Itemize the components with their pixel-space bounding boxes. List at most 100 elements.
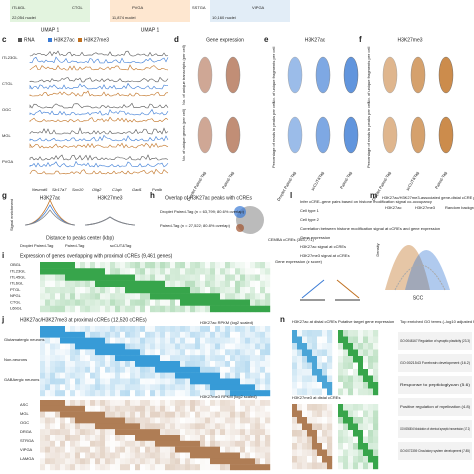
heatmap-cell [135, 390, 141, 397]
heatmap-cell [348, 356, 354, 363]
heatmap-cell [225, 287, 231, 294]
heatmap-cell [175, 378, 181, 385]
heatmap-cell [120, 405, 126, 412]
heatmap-cell [40, 372, 46, 379]
heatmap-cell [250, 384, 256, 391]
heatmap-cell [110, 400, 116, 407]
heatmap-cell [85, 440, 91, 447]
heatmap-cell [105, 390, 111, 397]
heatmap-cell [317, 436, 323, 444]
heatmap-cell [95, 361, 101, 368]
heatmap-cell [135, 262, 141, 269]
label: NPGL [10, 293, 22, 298]
heatmap-cell [105, 287, 111, 294]
heatmap-cell [250, 458, 256, 465]
heatmap-cell [55, 355, 61, 362]
heatmap-cell [210, 349, 216, 356]
heatmap-cell [80, 337, 86, 344]
heatmap-cell [195, 423, 201, 430]
heatmap-cell [40, 378, 46, 385]
heatmap-cell [130, 331, 136, 338]
heatmap-cell [210, 440, 216, 447]
heatmap-cell [175, 331, 181, 338]
density [405, 250, 450, 290]
heatmap-cell [105, 372, 111, 379]
label: Gene expression [300, 235, 330, 240]
heatmap-cell [200, 287, 206, 294]
heatmap-cell [180, 262, 186, 269]
heatmap-cell [348, 404, 354, 411]
heatmap-cell [235, 293, 241, 300]
heatmap-cell [85, 305, 91, 313]
heatmap-cell [230, 423, 236, 430]
heatmap-cell [185, 349, 191, 356]
heatmap-cell [150, 435, 156, 442]
heatmap-cell [135, 458, 141, 465]
heatmap-cell [260, 274, 266, 281]
heatmap-cell [343, 382, 349, 389]
heatmap-cell [70, 464, 76, 471]
heatmap-cell [170, 435, 176, 442]
heatmap-cell [260, 435, 266, 442]
heatmap-cell [250, 349, 256, 356]
heatmap-cell [150, 411, 156, 418]
umap-box [210, 0, 290, 22]
heatmap-cell [160, 390, 166, 397]
heatmap-cell [302, 336, 308, 344]
heatmap-cell [225, 378, 231, 385]
heatmap-cell [150, 423, 156, 430]
heatmap-cell [322, 443, 328, 450]
heatmap-cell [110, 366, 116, 373]
heatmap-cell [195, 405, 201, 412]
heatmap-cell [225, 423, 231, 430]
heatmap-cell [245, 435, 251, 442]
heatmap-cell [195, 361, 201, 368]
heatmap-cell [368, 443, 374, 450]
heatmap-cell [170, 280, 176, 288]
heatmap-cell [292, 423, 298, 431]
heatmap-cell [90, 274, 96, 281]
heatmap-cell [235, 343, 241, 350]
heatmap-cell [120, 331, 126, 338]
heatmap-cell [195, 378, 201, 385]
heatmap-cell [125, 366, 131, 373]
heatmap-cell [255, 384, 261, 391]
heatmap-cell [190, 440, 196, 447]
heatmap-cell [45, 384, 51, 391]
heatmap-cell [225, 262, 231, 269]
heatmap-cell [125, 293, 131, 300]
heatmap-cell [70, 417, 76, 424]
heatmap-cell [205, 361, 211, 368]
heatmap-cell [100, 274, 106, 281]
heatmap-cell [160, 435, 166, 442]
heatmap-cell [135, 378, 141, 385]
heatmap-cell [190, 366, 196, 373]
heatmap-cell [312, 430, 318, 437]
heatmap-cell [145, 343, 151, 350]
label: Distance to peaks center (kbp) [46, 235, 114, 241]
heatmap-cell [245, 372, 251, 379]
heatmap-cell [125, 405, 131, 412]
heatmap-cell [110, 268, 116, 275]
heatmap-cell [145, 405, 151, 412]
heatmap-cell [368, 362, 374, 370]
heatmap-cell [175, 400, 181, 407]
heatmap-cell [70, 305, 76, 313]
heatmap-cell [110, 331, 116, 338]
heatmap-cell [85, 458, 91, 465]
heatmap-cell [312, 369, 318, 376]
heatmap-cell [90, 411, 96, 418]
heatmap-cell [302, 330, 308, 337]
heatmap-cell [175, 405, 181, 412]
heatmap-cell [205, 366, 211, 373]
heatmap-cell [240, 458, 246, 465]
heatmap-cell [255, 452, 261, 459]
heatmap-cell [170, 337, 176, 344]
track [29, 82, 169, 90]
heatmap-cell [95, 429, 101, 436]
heatmap-cell [95, 280, 101, 288]
violin [315, 56, 331, 94]
heatmap-cell [205, 390, 211, 397]
heatmap-cell [95, 293, 101, 300]
heatmap-cell [90, 361, 96, 368]
